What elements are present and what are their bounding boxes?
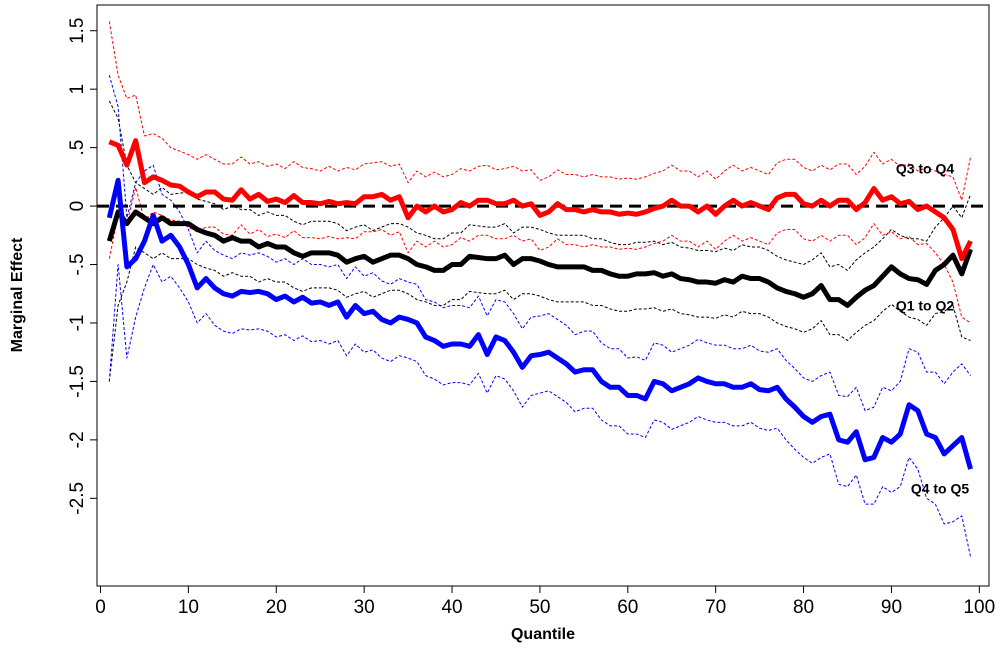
x-axis-title: Quantile — [511, 626, 575, 643]
series-line — [106, 177, 973, 470]
series-label: Q4 to Q5 — [911, 481, 970, 497]
x-tick-label: 90 — [881, 597, 902, 618]
series-line — [106, 209, 973, 308]
y-tick-label: -1 — [67, 315, 88, 332]
y-tick-label: 0 — [67, 201, 88, 212]
y-axis-title: Marginal Effect — [9, 237, 26, 352]
y-tick-label: -1.5 — [67, 365, 88, 398]
x-tick-label: 80 — [793, 597, 814, 618]
y-tick-label: -.5 — [67, 253, 88, 275]
ci-upper-line — [108, 75, 971, 412]
ci-upper-line — [108, 21, 972, 201]
ci-lower-line — [108, 186, 971, 324]
ci-upper-line — [108, 100, 972, 271]
ci-lower-line — [108, 264, 972, 557]
y-tick-label: 1.5 — [67, 18, 88, 44]
ci-lower-line — [108, 246, 971, 382]
y-tick-label: -2.5 — [67, 482, 88, 515]
series-label: Q1 to Q2 — [896, 298, 955, 314]
x-tick-label: 10 — [178, 597, 199, 618]
x-tick-label: 70 — [705, 597, 726, 618]
y-tick-label: .5 — [67, 140, 88, 156]
y-tick-label: 1 — [67, 84, 88, 95]
series-label: Q3 to Q4 — [896, 161, 955, 177]
x-tick-label: 0 — [95, 597, 106, 618]
x-tick-label: 20 — [266, 597, 287, 618]
series-line — [108, 138, 973, 262]
plot-frame — [96, 4, 990, 587]
x-tick-label: 50 — [529, 597, 550, 618]
y-tick-label: -2 — [67, 431, 88, 448]
x-tick-label: 30 — [354, 597, 375, 618]
x-tick-label: 60 — [617, 597, 638, 618]
x-tick-label: 40 — [441, 597, 462, 618]
x-tick-label: 100 — [963, 597, 995, 618]
